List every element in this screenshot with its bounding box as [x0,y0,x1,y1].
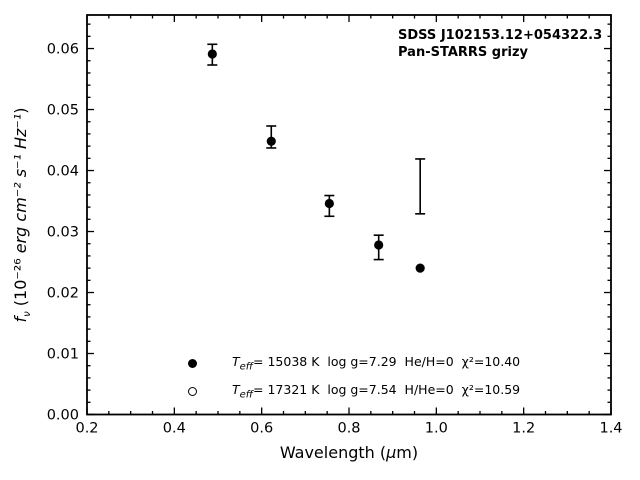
annotation: SDSS J102153.12+054322.3 Pan-STARRS griz… [398,27,602,61]
mu-symbol: μ [386,443,397,462]
y-tick-label: 0.01 [47,347,79,363]
x-axis-label-text: Wavelength ( [279,443,387,462]
legend-text: Teff= 17321 K log g=7.54 H/He=0 χ²=10.59 [232,382,520,401]
x-tick-label: 0.8 [337,421,360,437]
y-tick-label: 0.02 [47,286,79,302]
y-axis-label: fν (10⁻²⁶ erg cm⁻² s⁻¹ Hz⁻¹) [11,107,33,322]
y-tick-label: 0.05 [47,103,79,119]
y-tick-label: 0.06 [47,42,79,58]
filled-circle-icon [188,358,197,368]
legend-entry-model-1: Teff= 15038 K log g=7.29 He/H=0 χ²=10.40 [188,349,520,377]
legend-entry-1-params: = 15038 K log g=7.29 He/H=0 χ²=10.40 [253,353,521,369]
legend-entry-model-2: Teff= 17321 K log g=7.54 H/He=0 χ²=10.59 [188,377,520,405]
x-tick-label: 0.4 [163,421,186,437]
teff-symbol: T [232,381,240,397]
teff-symbol: T [232,353,240,369]
y-tick-label: 0.00 [47,408,79,424]
flux-symbol: f [10,316,30,323]
x-tick-label: 0.2 [75,421,98,437]
x-tick-label: 1.4 [599,421,622,437]
annotation-survey: Pan-STARRS grizy [398,45,529,60]
legend: Teff= 15038 K log g=7.29 He/H=0 χ²=10.40… [188,349,520,405]
nu-subscript: ν [22,311,34,317]
model-point-y [415,263,425,273]
model-point-z [374,240,384,250]
y-axis-label-close: ) [10,107,30,114]
annotation-object-name: SDSS J102153.12+054322.3 [398,28,603,43]
legend-entry-2-params: = 17321 K log g=7.54 H/He=0 χ²=10.59 [253,381,521,397]
x-tick-label: 1.2 [512,421,535,437]
y-axis-label-units: erg cm⁻² s⁻¹ Hz⁻¹ [10,113,30,254]
model-point-r [266,136,276,146]
x-axis-label-unit: m) [396,443,419,462]
y-tick-label: 0.03 [47,225,79,241]
y-axis-label-scale: (10⁻²⁶ [10,253,30,312]
x-axis-label: Wavelength (μm) [87,443,611,462]
teff-subscript: eff [239,361,254,373]
teff-subscript: eff [239,389,254,401]
legend-text: Teff= 15038 K log g=7.29 He/H=0 χ²=10.40 [232,354,520,373]
x-tick-label: 1.0 [425,421,448,437]
model-point-i [324,198,334,209]
model-point-g [207,49,217,59]
y-tick-label: 0.04 [47,164,79,180]
open-circle-icon [188,386,197,396]
x-tick-label: 0.6 [250,421,273,437]
